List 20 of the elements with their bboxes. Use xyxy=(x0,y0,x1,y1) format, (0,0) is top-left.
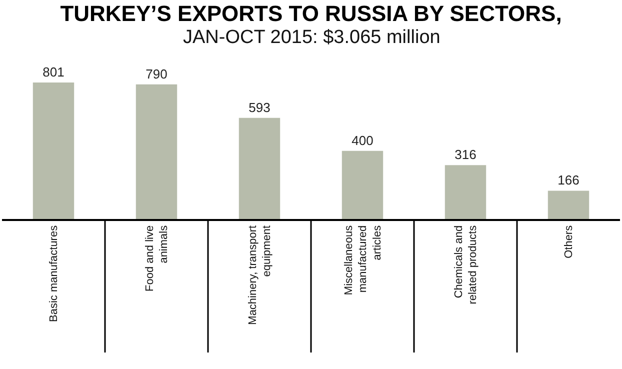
bar xyxy=(32,82,74,219)
data-label: 593 xyxy=(248,100,270,115)
x-tick-label: Basic manufactures xyxy=(48,224,60,322)
bar xyxy=(342,150,384,219)
x-tick-label: Machinery, transport equipment xyxy=(246,225,274,325)
data-label: 790 xyxy=(146,66,168,82)
data-label: 400 xyxy=(352,132,374,148)
bar xyxy=(444,165,486,219)
bar xyxy=(238,118,280,219)
data-label: 166 xyxy=(558,172,580,188)
chart-title: TURKEY’S EXPORTS TO RUSSIA BY SECTORS, xyxy=(60,0,562,26)
bar xyxy=(136,84,178,219)
bar xyxy=(548,190,590,219)
data-label: 316 xyxy=(454,147,476,162)
x-tick-label: Others xyxy=(563,224,576,258)
x-tick-label: Miscellaneous manufactured articles xyxy=(342,224,384,296)
data-label: 801 xyxy=(42,64,64,80)
chart-subtitle: JAN-OCT 2015: $3.065 million xyxy=(183,27,440,48)
x-tick-label: Chemicals and related products xyxy=(452,224,480,304)
x-tick-label: Food and live animals xyxy=(144,224,170,292)
